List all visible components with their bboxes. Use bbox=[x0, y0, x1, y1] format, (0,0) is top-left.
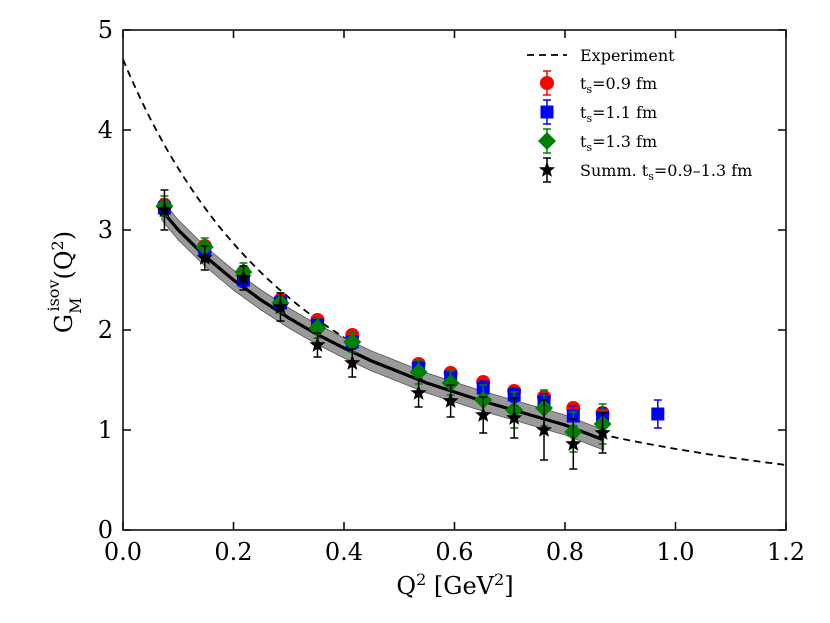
legend-label-ts-0.9: ts=0.9 fm bbox=[580, 74, 657, 96]
y-tick-label-1: 1 bbox=[98, 416, 113, 444]
series-3-point-9 bbox=[506, 409, 523, 425]
legend-label-summation: Summ. ts=0.9–1.3 fm bbox=[580, 161, 752, 183]
legend-swatch-summation bbox=[538, 157, 556, 183]
x-axis-title: Q2 [GeV2] bbox=[396, 570, 513, 600]
legend-marker-0 bbox=[540, 76, 554, 90]
y-tick-label-4: 4 bbox=[98, 116, 113, 144]
y-axis-title: GMisov(Q2) bbox=[44, 231, 85, 333]
series-3-point-11 bbox=[565, 435, 582, 451]
legend-marker-2 bbox=[538, 132, 556, 150]
series-3-point-10 bbox=[535, 421, 553, 437]
x-tick-label-1: 0.2 bbox=[214, 538, 252, 566]
series-2-point-5 bbox=[343, 333, 362, 351]
legend-marker-1 bbox=[540, 105, 554, 119]
x-tick-label-5: 1.0 bbox=[656, 538, 694, 566]
legend-label-ts-1.3: ts=1.3 fm bbox=[580, 132, 657, 154]
x-tick-label-2: 0.4 bbox=[325, 538, 363, 566]
series-3-point-2 bbox=[235, 269, 252, 285]
series-3-point-0 bbox=[156, 201, 173, 217]
legend-marker-3 bbox=[538, 161, 556, 177]
series-3-point-3 bbox=[272, 298, 289, 314]
y-tick-label-0: 0 bbox=[98, 516, 113, 544]
axis-ticks: 0.0 0.2 0.4 0.6 0.8 1.0 1.2 0 1 2 3 4 5 bbox=[98, 16, 805, 566]
legend-swatch-ts-0.9 bbox=[540, 70, 554, 96]
x-tick-label-3: 0.6 bbox=[435, 538, 473, 566]
series-3-point-4 bbox=[309, 336, 326, 352]
plot-content bbox=[122, 59, 787, 470]
series-2-point-4 bbox=[308, 319, 327, 337]
legend-label-ts-1.1: ts=1.1 fm bbox=[580, 103, 657, 125]
series-2-point-6 bbox=[409, 363, 428, 381]
series-3-point-6 bbox=[410, 384, 427, 400]
series-1-point-13 bbox=[651, 407, 665, 421]
series-3-point-1 bbox=[196, 249, 213, 265]
legend-swatch-ts-1.3 bbox=[538, 128, 556, 154]
y-tick-label-5: 5 bbox=[98, 16, 113, 44]
y-tick-label-2: 2 bbox=[98, 316, 113, 344]
series-2-point-7 bbox=[441, 374, 460, 392]
series-3-point-12 bbox=[594, 424, 611, 440]
legend-swatch-ts-1.1 bbox=[540, 99, 554, 125]
series-3-point-7 bbox=[442, 392, 459, 408]
x-tick-label-4: 0.8 bbox=[546, 538, 584, 566]
x-tick-label-6: 1.2 bbox=[767, 538, 805, 566]
legend: Experiment ts=0.9 fm ts=1.1 fm ts=1.3 fm… bbox=[527, 46, 752, 183]
series-3 bbox=[156, 189, 611, 470]
legend-label-experiment: Experiment bbox=[580, 46, 675, 65]
series-3-point-8 bbox=[475, 406, 492, 422]
y-tick-label-3: 3 bbox=[98, 216, 113, 244]
x-tick-label-0: 0.0 bbox=[104, 538, 142, 566]
series-3-point-5 bbox=[344, 354, 361, 370]
